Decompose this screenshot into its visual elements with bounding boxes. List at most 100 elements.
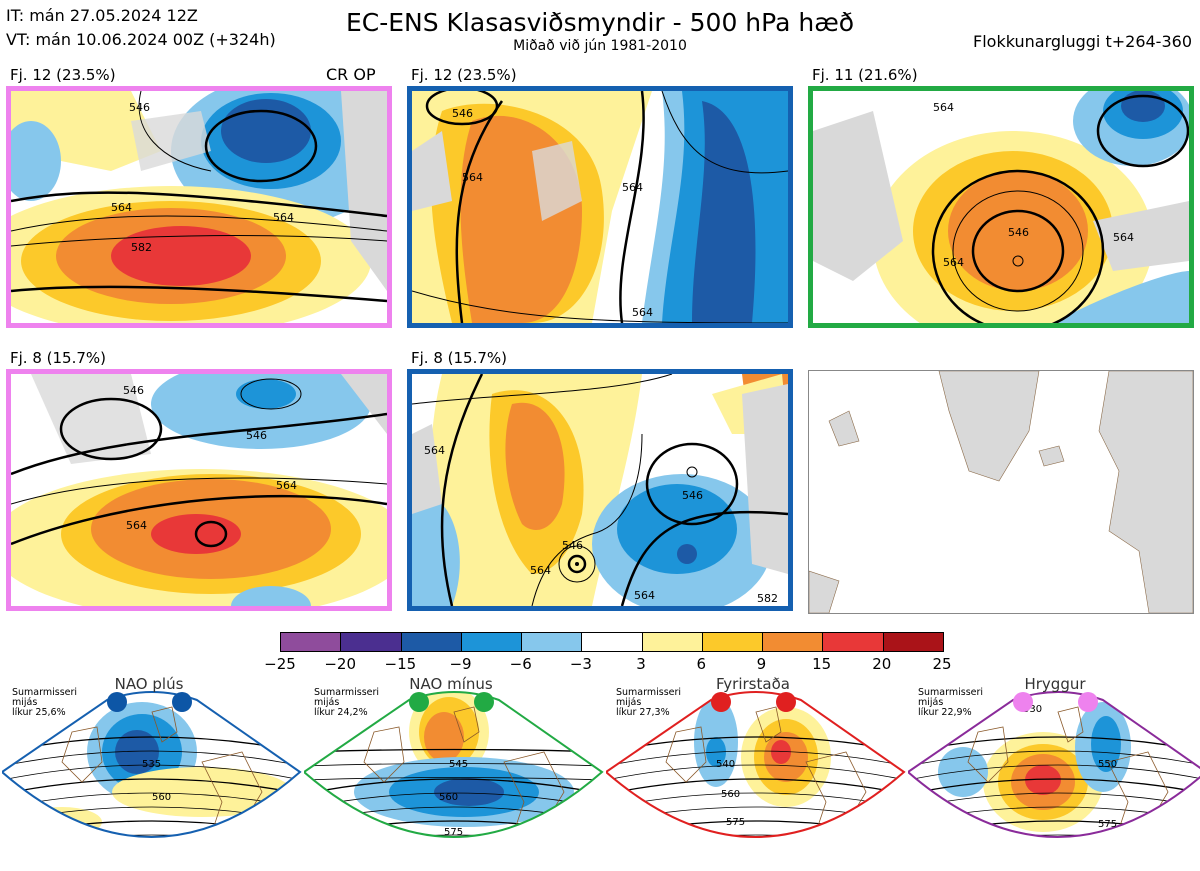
contour-label: 564	[943, 256, 964, 269]
panel-2-label: Fj. 12 (23.5%)	[411, 66, 517, 84]
regime-info-prob: líkur 27,3%	[616, 707, 670, 718]
regime-title: NAO plús	[114, 675, 184, 693]
colorbar-cell	[340, 633, 401, 651]
vt-line: VT: mán 10.06.2024 00Z (+324h)	[6, 30, 276, 49]
colorbar-tick-label: 3	[636, 655, 646, 673]
regime-contour-label: 560	[721, 789, 740, 800]
regime-info-season: Sumarmisseri	[616, 687, 682, 698]
contour-label: 546	[246, 429, 267, 442]
regime-title: Fyrirstaða	[716, 675, 790, 693]
regime-title: Hryggur	[1024, 675, 1086, 693]
regime-info: Sumarmisseri mijás líkur 22,9%	[918, 688, 983, 718]
regime-info-season: Sumarmisseri	[314, 687, 380, 698]
cluster-map-2: 546 564 564 564	[407, 86, 793, 328]
contour-label: 546	[452, 107, 473, 120]
colorbar-cell	[882, 633, 943, 651]
contour-label: 546	[562, 539, 583, 552]
regime-contour-label: 575	[726, 817, 745, 828]
regime-contour-label: 535	[142, 759, 161, 770]
regime-info-mean: mijás	[314, 697, 340, 708]
colorbar-cell	[701, 633, 763, 651]
window-label: Flokkunargluggi t+264-360	[973, 32, 1192, 51]
contour-label: 564	[273, 211, 294, 224]
regime-marker-dot	[1078, 692, 1098, 712]
panel-3-label: Fj. 11 (21.6%)	[812, 66, 918, 84]
contour-label: 564	[462, 171, 483, 184]
regime-marker-dot	[474, 692, 494, 712]
regime-info-prob: líkur 22,9%	[918, 707, 972, 718]
regime-info-season: Sumarmisseri	[12, 687, 78, 698]
regime-contour-label: 540	[716, 759, 735, 770]
colorbar-tick-label: −3	[569, 655, 592, 673]
regime-title: NAO mínus	[409, 675, 493, 693]
cluster-map-5: 564 546 546 564 564 582	[407, 369, 793, 611]
cluster-map-4: 546 546 564 564	[6, 369, 392, 611]
base-map	[808, 370, 1194, 614]
regime-marker-dot	[409, 692, 429, 712]
colorbar-cell	[521, 633, 582, 651]
colorbar-cell	[822, 633, 883, 651]
contour-label: 582	[757, 592, 778, 605]
regime-marker-dot	[1013, 692, 1033, 712]
regime-map-3: 540 560 575 Fyrirstaða Sumarmisseri mijás líku…	[606, 672, 906, 871]
regime-contour-label: 560	[439, 792, 458, 803]
colorbar-cell	[581, 633, 642, 651]
regime-info: Sumarmisseri mijás líkur 24,2%	[314, 688, 379, 718]
regime-map-1: 535 560 NAO plús Sumarmisseri mijás líkur 25,…	[2, 672, 302, 871]
regime-contour-label: 550	[1098, 759, 1117, 770]
regime-info: Sumarmisseri mijás líkur 25,6%	[12, 688, 77, 718]
colorbar-tick-label: 6	[696, 655, 707, 673]
contour-label: 564	[1113, 231, 1134, 244]
colorbar-tick-label: 15	[812, 655, 832, 673]
regime-contour-label: 545	[449, 759, 468, 770]
regime-map-2: 545 560 575 NAO mínus Sumarmisseri mijás líkur…	[304, 672, 604, 871]
contour-label: 564	[111, 201, 132, 214]
cr-op-label: CR OP	[326, 65, 376, 84]
regime-marker-dot	[172, 692, 192, 712]
colorbar-tick-label: −6	[509, 655, 532, 673]
contour-label: 564	[632, 306, 653, 319]
page-title: EC-ENS Klasasviðsmyndir - 500 hPa hæð	[345, 8, 855, 37]
regime-info-prob: líkur 24,2%	[314, 707, 368, 718]
panel-4-label: Fj. 8 (15.7%)	[10, 349, 106, 367]
colorbar-tick-label: 9	[756, 655, 767, 673]
regime-info-season: Sumarmisseri	[918, 687, 984, 698]
contour-label: 564	[634, 589, 655, 602]
contour-label: 564	[126, 519, 147, 532]
colorbar-cell	[641, 633, 702, 651]
regime-info-mean: mijás	[616, 697, 642, 708]
panel-1-label: Fj. 12 (23.5%)	[10, 66, 116, 84]
regime-info: Sumarmisseri mijás líkur 27,3%	[616, 688, 681, 718]
contour-label: 564	[933, 101, 954, 114]
colorbar-tick-label: 20	[872, 655, 892, 673]
contour-label: 564	[530, 564, 551, 577]
colorbar-cell	[281, 633, 341, 651]
colorbar-tick-label: −15	[384, 655, 417, 673]
regime-info-mean: mijás	[918, 697, 944, 708]
regime-marker-dot	[711, 692, 731, 712]
contour-label: 564	[622, 181, 643, 194]
regime-info-prob: líkur 25,6%	[12, 707, 66, 718]
contour-label: 564	[276, 479, 297, 492]
contour-label: 546	[682, 489, 703, 502]
regime-info-mean: mijás	[12, 697, 38, 708]
colorbar	[280, 632, 944, 652]
contour-label: 564	[424, 444, 445, 457]
colorbar-tick-label: 25	[932, 655, 952, 673]
colorbar-tick-label: −9	[449, 655, 472, 673]
regime-contour-label: 575	[1098, 819, 1117, 830]
cluster-map-1: 546 564 564 582	[6, 86, 392, 328]
panel-5-label: Fj. 8 (15.7%)	[411, 349, 507, 367]
colorbar-cell	[460, 633, 522, 651]
contour-label: 582	[131, 241, 152, 254]
regime-marker-dot	[776, 692, 796, 712]
regime-contour-label: 575	[444, 827, 463, 838]
contour-label: 546	[123, 384, 144, 397]
regime-marker-dot	[107, 692, 127, 712]
regime-contour-label: 560	[152, 792, 171, 803]
regime-contour-label: 530	[1023, 704, 1042, 715]
regime-map-4: 530 550 575 Hryggur Sumarmisseri mijás líkur 2…	[908, 672, 1200, 871]
colorbar-tick-label: −20	[324, 655, 356, 673]
page-subtitle: Miðað við jún 1981-2010	[513, 38, 687, 54]
colorbar-cell	[400, 633, 461, 651]
